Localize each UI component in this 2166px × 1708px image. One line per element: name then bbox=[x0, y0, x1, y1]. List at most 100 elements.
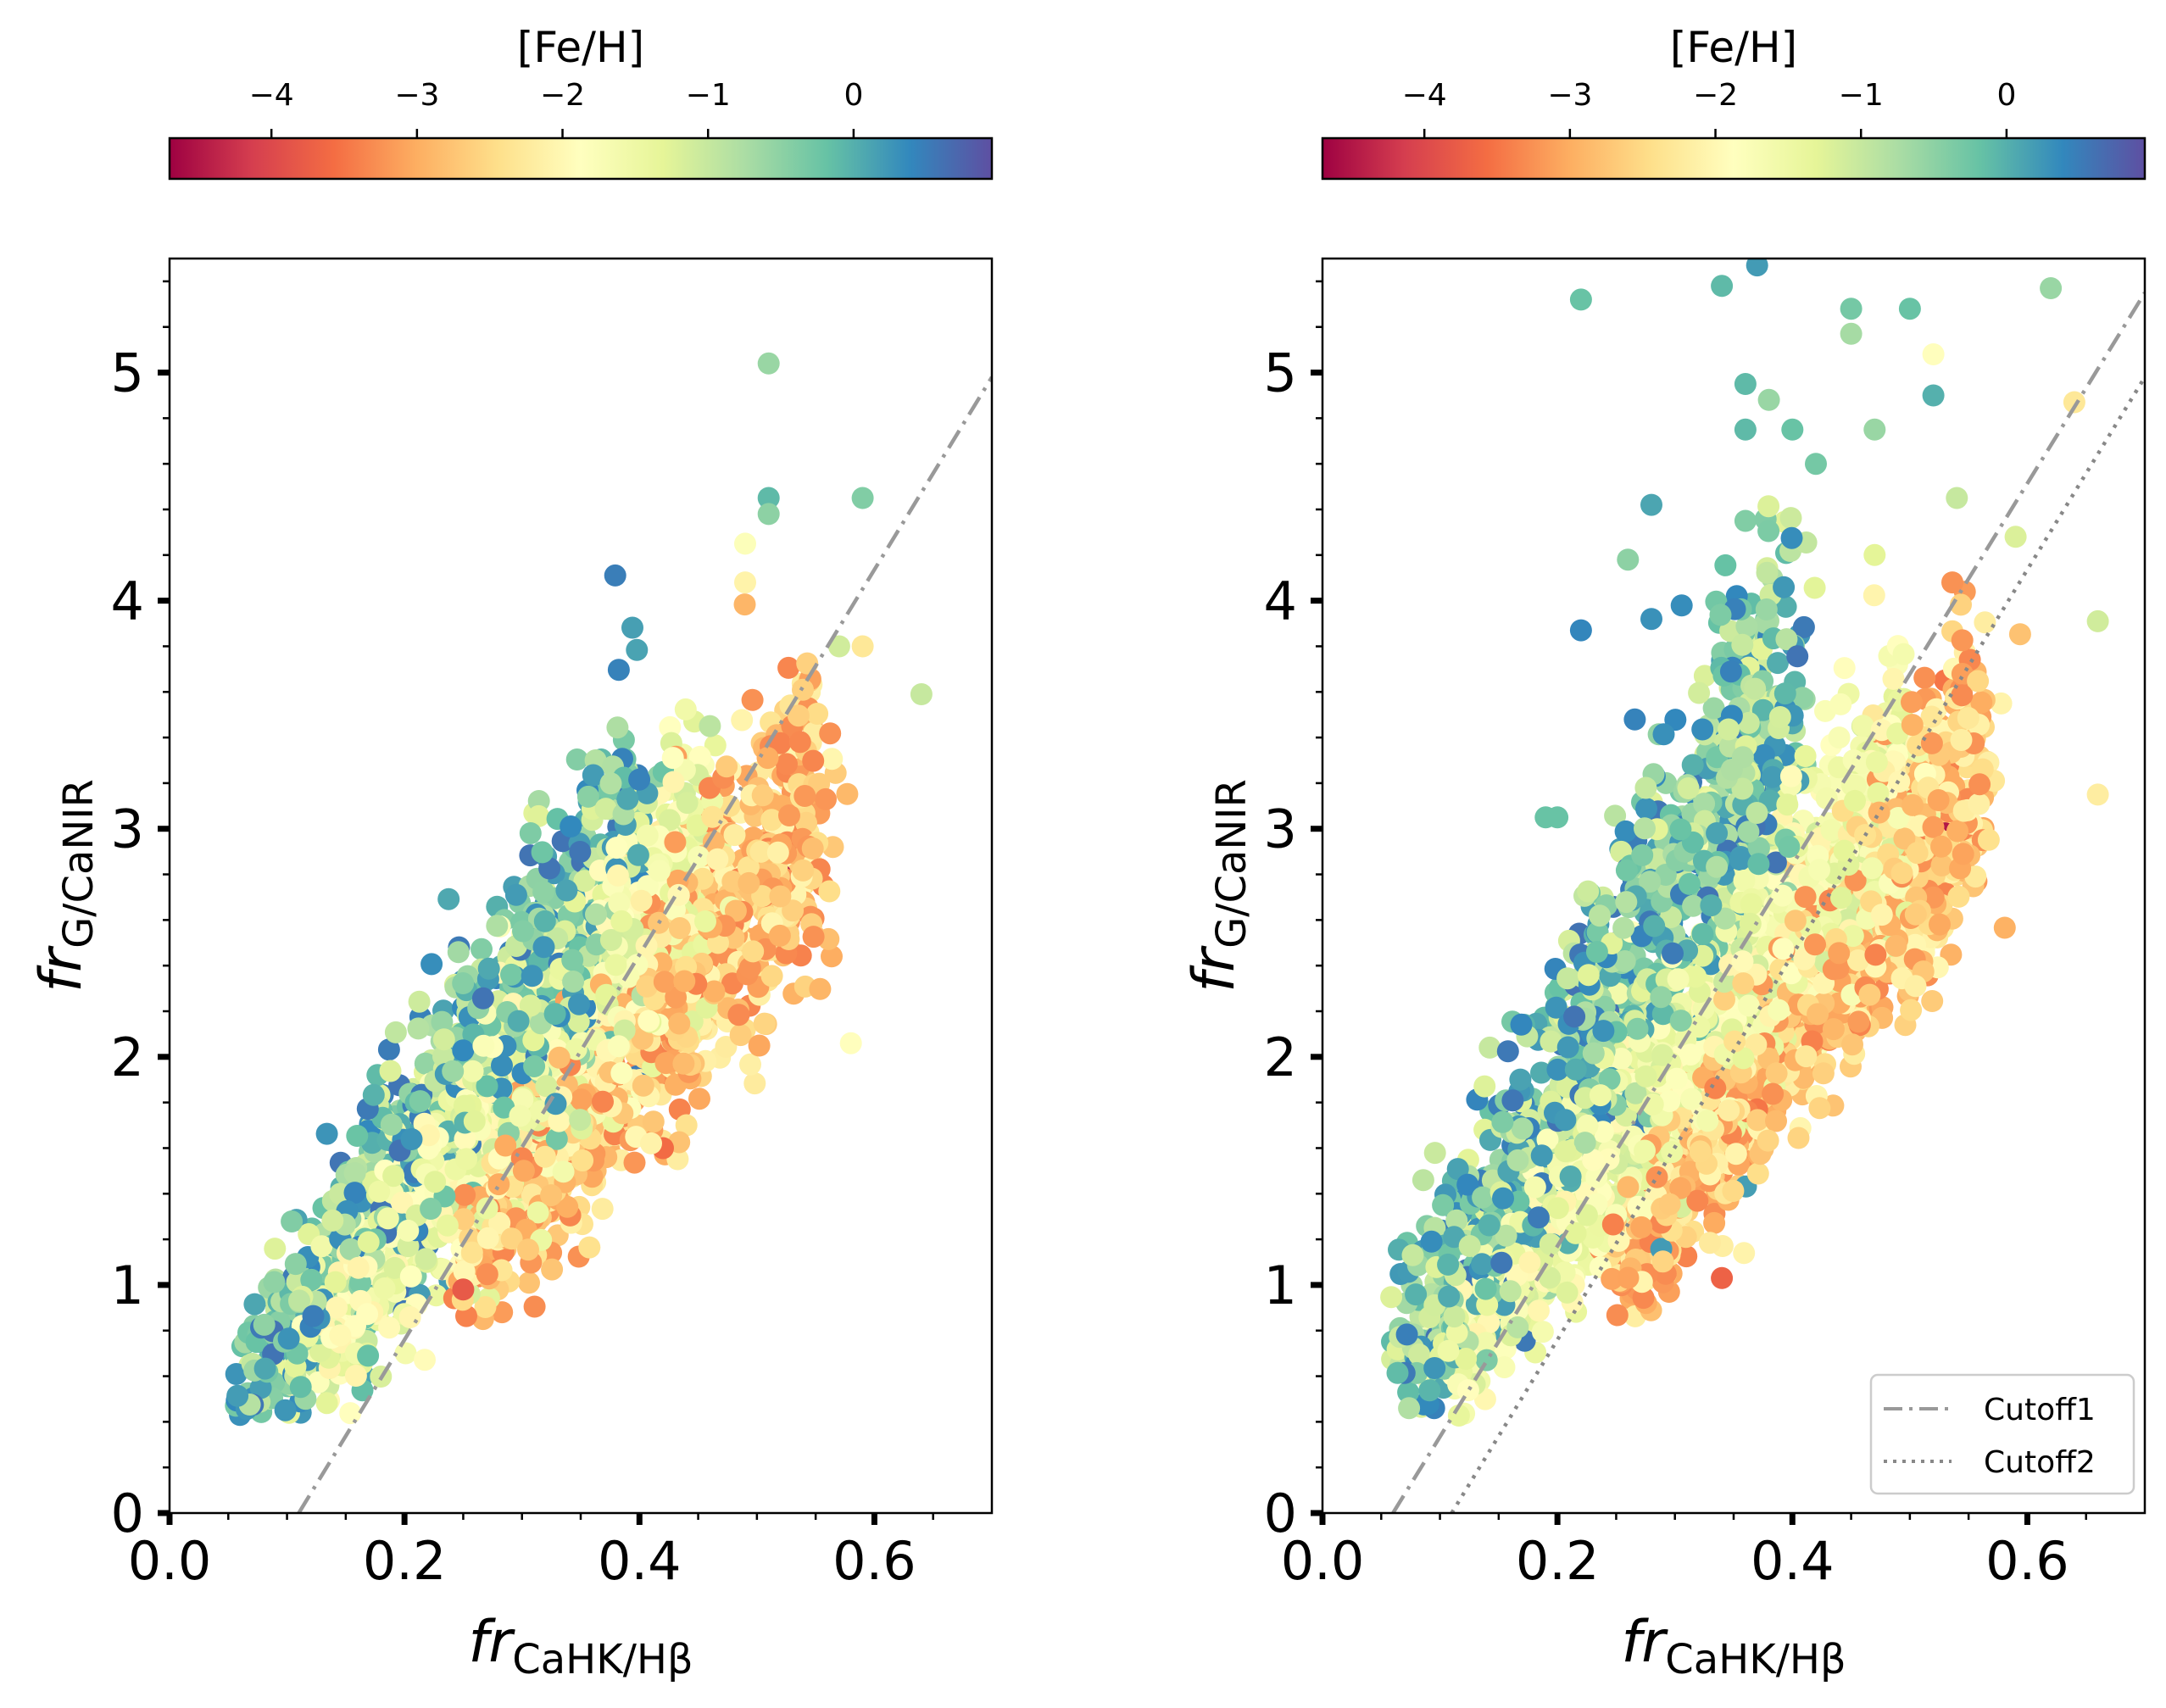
left-data-point bbox=[523, 1295, 546, 1318]
left-data-point bbox=[621, 616, 643, 639]
right-colorbar-tick-label: −3 bbox=[1547, 78, 1592, 113]
left-data-point bbox=[591, 1198, 614, 1221]
left-data-point bbox=[676, 792, 699, 815]
left-data-point bbox=[509, 1104, 532, 1127]
left-data-point bbox=[368, 1180, 391, 1203]
left-data-point bbox=[801, 837, 824, 860]
left-data-point bbox=[571, 1149, 594, 1171]
left-colorbar-tick-label: −3 bbox=[394, 78, 439, 113]
left-data-point bbox=[512, 920, 534, 943]
left-data-point bbox=[610, 1062, 633, 1084]
left-data-point bbox=[595, 983, 618, 1006]
right-data-point bbox=[1397, 1381, 1420, 1404]
left-data-point bbox=[472, 1034, 495, 1057]
left-data-point bbox=[573, 870, 596, 893]
right-data-point bbox=[1617, 548, 1640, 571]
left-data-point bbox=[729, 1024, 752, 1047]
left-data-point bbox=[608, 892, 631, 915]
left-data-point bbox=[802, 926, 825, 949]
left-data-point bbox=[715, 1036, 738, 1058]
left-x-label-main: fr bbox=[468, 1609, 515, 1676]
left-data-point bbox=[420, 953, 443, 976]
left-data-point bbox=[626, 843, 649, 866]
right-data-point bbox=[1757, 520, 1780, 542]
left-data-point bbox=[562, 971, 585, 993]
left-data-point bbox=[827, 635, 850, 658]
left-data-point bbox=[636, 824, 659, 847]
right-data-point bbox=[1714, 554, 1737, 576]
right-data-point bbox=[1913, 666, 1936, 689]
left-data-point bbox=[585, 903, 607, 926]
left-data-point bbox=[749, 840, 772, 863]
right-data-point bbox=[1734, 509, 1757, 532]
left-data-point bbox=[284, 1253, 307, 1276]
left-data-point bbox=[815, 787, 837, 810]
left-data-point bbox=[518, 1271, 540, 1294]
left-data-point bbox=[454, 1183, 476, 1206]
left-data-point bbox=[417, 1124, 440, 1147]
right-colorbar: [Fe/H] −4 −3 −2 −1 0 bbox=[1321, 23, 2147, 181]
left-data-point bbox=[281, 1210, 303, 1232]
left-data-point bbox=[556, 1195, 579, 1218]
left-data-point bbox=[408, 990, 431, 1013]
left-data-point bbox=[796, 652, 819, 675]
left-data-point bbox=[569, 841, 592, 863]
left-data-point bbox=[471, 987, 494, 1010]
left-data-point bbox=[748, 1034, 771, 1057]
left-data-point bbox=[476, 1075, 498, 1098]
left-data-point bbox=[400, 1128, 423, 1150]
right-colorbar-label: [Fe/H] bbox=[1670, 23, 1797, 72]
left-data-point bbox=[688, 1088, 710, 1110]
left-data-point bbox=[243, 1293, 266, 1316]
left-colorbar-tick-label: −2 bbox=[540, 78, 585, 113]
left-data-point bbox=[477, 957, 500, 980]
left-data-point bbox=[604, 564, 626, 587]
right-data-point bbox=[1734, 373, 1757, 395]
left-data-point bbox=[517, 1238, 539, 1261]
left-data-point bbox=[777, 656, 800, 679]
left-data-point bbox=[394, 1342, 417, 1365]
left-data-point bbox=[373, 1277, 396, 1299]
right-data-point bbox=[1922, 384, 1945, 407]
left-data-point bbox=[310, 1235, 333, 1258]
left-data-point bbox=[607, 1035, 630, 1058]
right-data-point bbox=[1946, 487, 1968, 509]
left-data-point bbox=[357, 1231, 380, 1254]
left-data-point bbox=[289, 1376, 312, 1399]
left-data-point bbox=[673, 970, 696, 993]
left-data-point bbox=[672, 1052, 695, 1075]
left-y-axis-label: frG/CaNIR bbox=[28, 779, 103, 993]
left-data-point bbox=[545, 1127, 568, 1150]
left-data-point bbox=[649, 860, 671, 882]
left-data-point bbox=[504, 883, 527, 906]
left-data-point bbox=[424, 1171, 447, 1193]
left-data-point bbox=[561, 949, 584, 971]
left-data-point bbox=[742, 940, 765, 963]
left-data-point bbox=[605, 837, 628, 860]
left-data-point bbox=[391, 1191, 414, 1214]
left-data-point bbox=[409, 1090, 432, 1113]
right-data-point bbox=[1380, 1286, 1403, 1309]
right-colorbar-ticks: −4 −3 −2 −1 0 bbox=[1402, 78, 2016, 138]
left-data-point bbox=[225, 1363, 248, 1385]
left-x-tick-label: 0.0 bbox=[128, 1530, 212, 1592]
left-data-point bbox=[757, 352, 780, 375]
left-data-point bbox=[362, 1083, 385, 1106]
left-data-point bbox=[704, 734, 727, 757]
left-data-point bbox=[851, 635, 874, 658]
left-data-point bbox=[836, 782, 859, 805]
left-data-point bbox=[476, 1227, 499, 1249]
left-data-point bbox=[548, 1110, 571, 1132]
right-data-point bbox=[1863, 543, 1886, 566]
right-colorbar-bar bbox=[1321, 136, 2147, 181]
left-data-point bbox=[523, 1055, 546, 1077]
right-data-point bbox=[1640, 493, 1662, 516]
left-data-point bbox=[452, 1278, 475, 1301]
left-data-point bbox=[453, 1260, 476, 1282]
left-data-point bbox=[734, 571, 756, 594]
left-data-point bbox=[326, 1296, 348, 1319]
left-data-point bbox=[757, 503, 780, 526]
left-data-point bbox=[378, 1316, 401, 1339]
left-data-point bbox=[782, 899, 805, 922]
